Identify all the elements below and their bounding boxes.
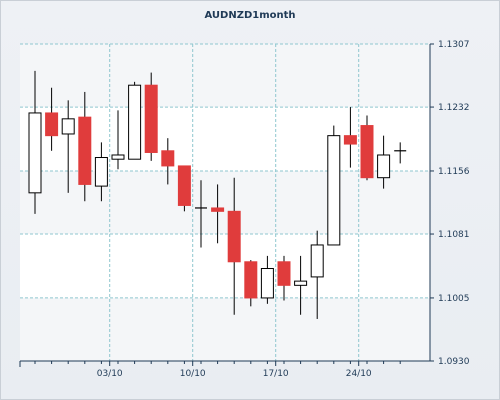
candle-body: [28, 112, 42, 194]
candle-body: [128, 84, 142, 160]
candle: [244, 260, 258, 307]
candles: [28, 70, 407, 319]
candle: [377, 135, 391, 189]
candle-body: [277, 261, 291, 286]
candle: [144, 72, 158, 161]
plot-band: [20, 297, 430, 361]
x-tick-labels: 03/10 10/10 17/10 24/10: [97, 369, 372, 379]
x-tick-label: 24/10: [346, 369, 372, 379]
y-tick-label: 1.1156: [438, 167, 470, 177]
y-tick-label: 1.0930: [438, 357, 470, 367]
x-tick-label: 17/10: [263, 369, 289, 379]
y-tick-label: 1.1307: [438, 40, 470, 50]
x-tick-label: 10/10: [180, 369, 206, 379]
candle: [128, 81, 142, 160]
candle: [394, 142, 407, 164]
candle: [343, 107, 357, 168]
candle: [61, 100, 75, 193]
candle: [277, 255, 291, 301]
x-tick-label: 03/10: [97, 369, 123, 379]
y-tick-label: 1.1081: [438, 230, 470, 240]
candle: [78, 91, 92, 202]
candle-body: [343, 135, 357, 145]
candle-body: [78, 116, 92, 185]
candle-body: [377, 154, 391, 179]
candle: [94, 142, 108, 202]
candle: [260, 255, 274, 304]
candle-body: [161, 150, 175, 167]
candle-body: [244, 261, 258, 299]
candle: [294, 255, 308, 315]
candle-body: [260, 268, 274, 299]
candle-body: [360, 125, 374, 179]
candle: [45, 87, 59, 151]
candle: [195, 180, 207, 248]
candle-body: [45, 112, 59, 137]
candle: [161, 138, 175, 185]
candle: [227, 177, 241, 315]
candle-body: [310, 244, 324, 278]
candle: [28, 70, 42, 214]
candle-body: [211, 207, 225, 212]
axes: [19, 43, 434, 367]
chart-title: AUDNZD1month: [204, 10, 296, 21]
candle-body: [327, 135, 341, 246]
candle: [177, 165, 191, 212]
y-tick-label: 1.1232: [438, 103, 470, 113]
candle: [327, 125, 341, 246]
candle-body: [111, 154, 125, 160]
plot-bands: [20, 44, 430, 361]
candle: [111, 110, 125, 170]
candle: [211, 184, 225, 244]
candle-body: [227, 210, 241, 263]
y-tick-label: 1.1005: [438, 294, 470, 304]
candle: [310, 230, 324, 319]
y-tick-labels: 1.1307 1.1232 1.1156 1.1081 1.1005 1.0930: [438, 40, 470, 367]
candle-body: [177, 165, 191, 206]
candle: [360, 115, 374, 181]
candle-body: [144, 84, 158, 153]
candle-body: [61, 118, 75, 135]
candle-body: [94, 157, 108, 187]
plot-band: [20, 44, 430, 108]
candle-body: [294, 280, 308, 286]
